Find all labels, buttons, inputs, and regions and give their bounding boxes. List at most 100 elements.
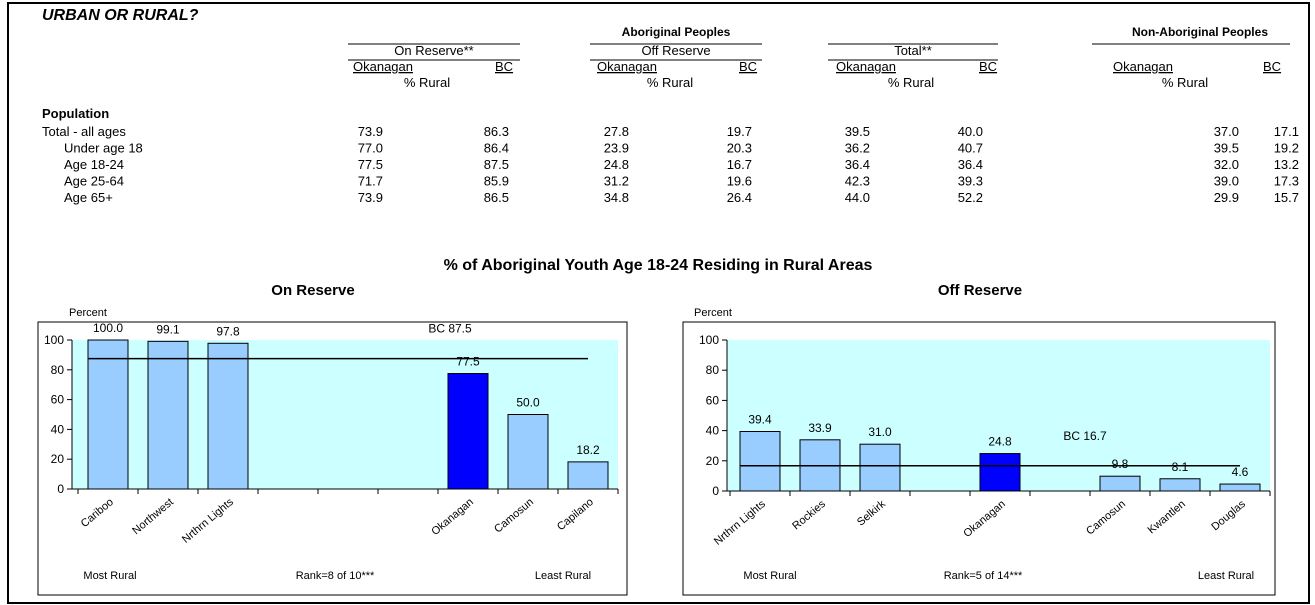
cell: 86.5 [484, 190, 509, 205]
y-tick-label: 60 [51, 393, 65, 407]
cell: 87.5 [484, 157, 509, 172]
chart-note: Most Rural [83, 570, 136, 582]
cell: 23.9 [604, 141, 629, 156]
cell: 19.7 [727, 124, 752, 139]
data-label: 24.8 [988, 435, 1012, 449]
cell: 73.9 [358, 190, 383, 205]
cell: 40.0 [958, 124, 983, 139]
row-label: Age 18-24 [64, 157, 124, 172]
cell: 40.7 [958, 141, 983, 156]
cell: 52.2 [958, 190, 983, 205]
bar [1099, 475, 1141, 492]
cell: 36.4 [845, 157, 870, 172]
y-tick-label: 40 [706, 424, 720, 438]
row-label: Age 65+ [64, 190, 113, 205]
unit-label: % Rural [888, 75, 934, 90]
reference-label: BC 16.7 [1063, 429, 1107, 443]
y-tick-label: 60 [706, 393, 720, 407]
table-title: URBAN OR RURAL? [42, 7, 199, 24]
column-header: Okanagan [1113, 59, 1173, 74]
cell: 24.8 [604, 157, 629, 172]
row-label: Under age 18 [64, 141, 143, 156]
cell: 20.3 [727, 141, 752, 156]
cell: 73.9 [358, 124, 383, 139]
reference-label: BC 87.5 [428, 322, 472, 336]
cell: 86.4 [484, 141, 509, 156]
data-label: 18.2 [576, 443, 600, 457]
group-header: Non-Aboriginal Peoples [1132, 25, 1268, 39]
column-header: Okanagan [353, 59, 413, 74]
bar [87, 339, 129, 490]
bar [447, 373, 489, 490]
data-label: 9.8 [1112, 457, 1129, 471]
y-tick-label: 100 [699, 333, 719, 347]
cell: 39.5 [1214, 141, 1239, 156]
cell: 36.4 [958, 157, 983, 172]
row-label: Age 25-64 [64, 174, 124, 189]
bar [147, 340, 189, 490]
column-header: BC [739, 59, 757, 74]
bar [507, 414, 549, 490]
bar [1159, 478, 1201, 492]
cell: 37.0 [1214, 124, 1239, 139]
row-label: Total - all ages [42, 124, 126, 139]
chart-note: Rank=8 of 10*** [296, 570, 375, 582]
y-tick-label: 100 [44, 333, 64, 347]
unit-label: % Rural [404, 75, 450, 90]
data-label: 99.1 [156, 322, 180, 336]
y-tick-label: 20 [51, 452, 65, 466]
cell: 19.6 [727, 174, 752, 189]
chart-note: Least Rural [535, 570, 591, 582]
column-header: Okanagan [597, 59, 657, 74]
y-tick-label: 0 [712, 484, 719, 498]
cell: 31.2 [604, 174, 629, 189]
column-header: Okanagan [836, 59, 896, 74]
chart-title: On Reserve [271, 282, 354, 299]
data-label: 39.4 [748, 413, 772, 427]
cell: 32.0 [1214, 157, 1239, 172]
bar [739, 431, 781, 492]
column-header: BC [979, 59, 997, 74]
column-header: BC [495, 59, 513, 74]
cell: 17.1 [1274, 124, 1299, 139]
column-header: BC [1263, 59, 1281, 74]
unit-label: % Rural [647, 75, 693, 90]
charts-title: % of Aboriginal Youth Age 18-24 Residing… [444, 257, 873, 274]
cell: 39.3 [958, 174, 983, 189]
subgroup-header: Off Reserve [641, 43, 710, 58]
y-tick-label: 80 [706, 363, 720, 377]
cell: 36.2 [845, 141, 870, 156]
data-label: 50.0 [516, 396, 540, 410]
cell: 39.0 [1214, 174, 1239, 189]
data-label: 31.0 [868, 425, 892, 439]
bar [979, 453, 1021, 492]
y-tick-label: 20 [706, 454, 720, 468]
cell: 15.7 [1274, 190, 1299, 205]
bar [1219, 483, 1261, 492]
bar [207, 342, 249, 490]
unit-label: % Rural [1162, 75, 1208, 90]
chart-note: Most Rural [743, 570, 796, 582]
data-label: 77.5 [456, 355, 480, 369]
data-label: 100.0 [93, 321, 123, 335]
bar [567, 461, 609, 490]
cell: 77.5 [358, 157, 383, 172]
cell: 39.5 [845, 124, 870, 139]
data-label: 97.8 [216, 324, 240, 338]
data-label: 8.1 [1172, 460, 1189, 474]
chart-note: Least Rural [1198, 570, 1254, 582]
cell: 27.8 [604, 124, 629, 139]
subgroup-header: Total** [894, 43, 932, 58]
y-tick-label: 40 [51, 422, 65, 436]
chart-note: Rank=5 of 14*** [944, 570, 1023, 582]
cell: 16.7 [727, 157, 752, 172]
axis-label: Percent [69, 307, 107, 319]
cell: 19.2 [1274, 141, 1299, 156]
cell: 26.4 [727, 190, 752, 205]
subgroup-header: On Reserve** [394, 43, 473, 58]
cell: 13.2 [1274, 157, 1299, 172]
chart-title: Off Reserve [938, 282, 1022, 299]
section-label: Population [42, 106, 109, 121]
cell: 71.7 [358, 174, 383, 189]
